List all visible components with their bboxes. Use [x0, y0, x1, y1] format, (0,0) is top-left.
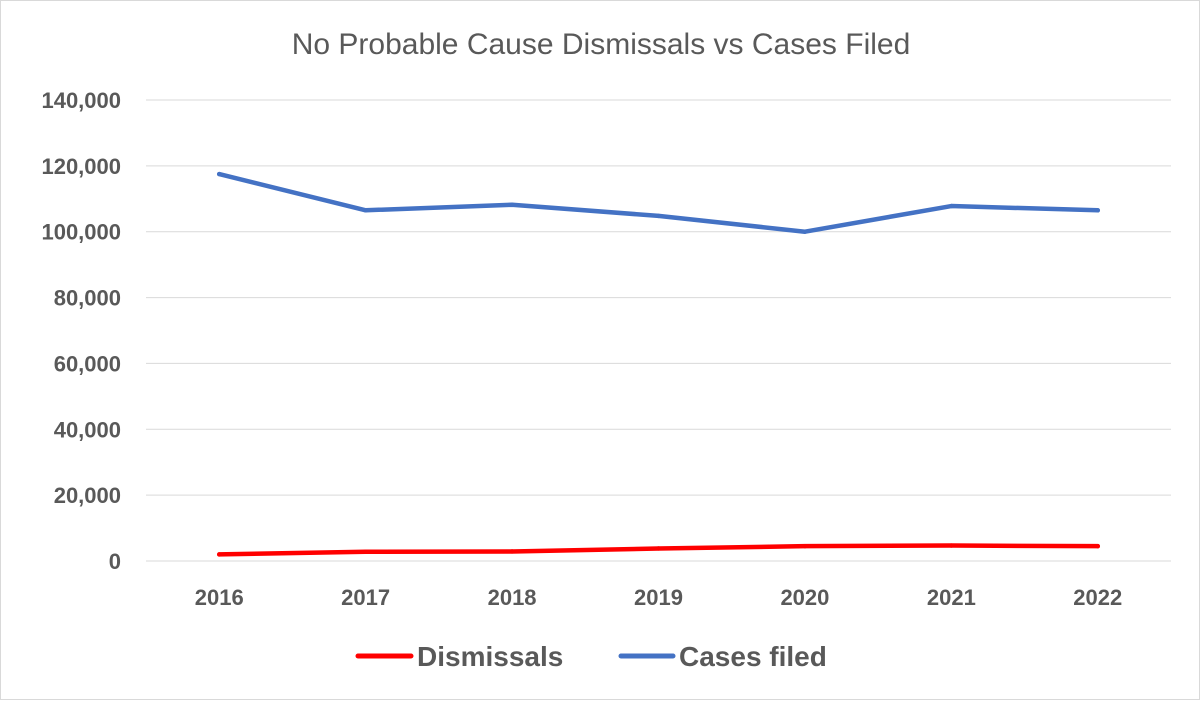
data-point [656, 546, 661, 551]
series-layer [216, 171, 1101, 557]
x-tick-label: 2022 [1073, 585, 1122, 610]
x-axis-ticks: 2016 2017 2018 2019 2020 2021 2022 [195, 585, 1123, 610]
data-point [363, 549, 368, 554]
legend-item-cases-filed: Cases filed [618, 641, 827, 672]
x-tick-label: 2021 [927, 585, 976, 610]
data-point [1095, 208, 1100, 213]
x-tick-label: 2019 [634, 585, 683, 610]
data-point [509, 202, 515, 207]
x-tick-label: 2016 [195, 585, 244, 610]
y-tick-label: 120,000 [41, 154, 121, 179]
legend-item-dismissals: Dismissals [355, 641, 563, 672]
legend-label: Cases filed [679, 641, 827, 672]
y-tick-label: 80,000 [54, 286, 121, 311]
chart-title: No Probable Cause Dismissals vs Cases Fi… [292, 28, 911, 61]
y-tick-label: 20,000 [54, 483, 121, 508]
data-point [802, 229, 808, 234]
y-tick-label: 100,000 [41, 220, 121, 245]
y-tick-label: 140,000 [41, 88, 121, 113]
y-tick-label: 0 [109, 549, 121, 574]
y-axis-ticks: 0 20,000 40,000 60,000 80,000 100,000 120,000 1… [41, 88, 121, 574]
legend-label: Dismissals [417, 641, 563, 672]
y-tick-label: 40,000 [54, 417, 121, 442]
data-point [949, 203, 954, 209]
x-tick-label: 2017 [341, 585, 390, 610]
data-point [1095, 543, 1100, 549]
x-tick-label: 2020 [780, 585, 829, 610]
data-point [509, 549, 515, 554]
data-point [217, 552, 222, 557]
data-point [363, 208, 368, 213]
y-tick-label: 60,000 [54, 351, 121, 376]
data-point [802, 543, 808, 549]
data-point [949, 543, 954, 548]
x-tick-label: 2018 [488, 585, 537, 610]
grid-layer [146, 99, 1171, 562]
series-line-cases-filed [216, 171, 1101, 234]
data-point [217, 171, 222, 177]
data-point [656, 213, 661, 219]
legend: Dismissals Cases filed [355, 641, 827, 672]
